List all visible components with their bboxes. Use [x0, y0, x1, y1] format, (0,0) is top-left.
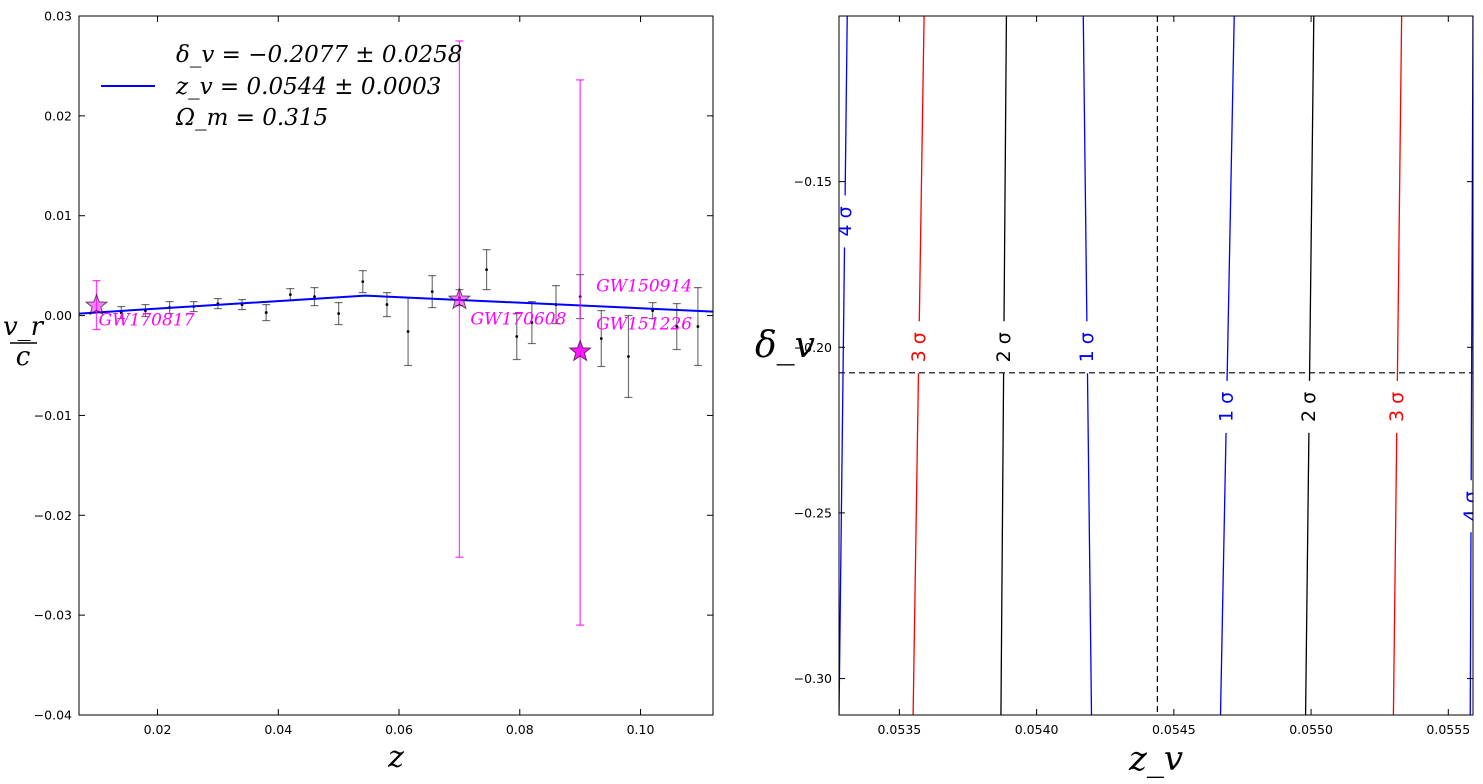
left-legend: δ_v = −0.2077 ± 0.0258 z_v = 0.0544 ± 0.…	[101, 42, 462, 131]
left-axis-ticks: 0.02 0.04 0.06 0.08 0.10 −0.04 −0.03 −0.02 −0.01…	[34, 9, 713, 737]
contour-line	[1226, 16, 1235, 381]
right-plot-frame	[838, 15, 1474, 716]
y-tick-label: −0.25	[794, 505, 832, 520]
contour-line	[1469, 532, 1472, 715]
right-x-axis-label: z_v	[1128, 739, 1183, 779]
contour-line	[1003, 16, 1008, 322]
contour-line	[839, 247, 846, 715]
gw-event-label: GW150914	[596, 277, 692, 297]
data-point	[515, 335, 519, 338]
legend-line-zv: z_v = 0.0544 ± 0.0003	[175, 74, 441, 100]
contour-line	[1219, 432, 1227, 715]
y-tick-label: −0.03	[34, 608, 72, 623]
data-point	[627, 355, 630, 358]
data-point	[288, 293, 292, 297]
data-point	[406, 330, 410, 333]
y-tick-label: −0.02	[34, 508, 72, 523]
contour-sigma-label: 3 σ	[1386, 392, 1408, 422]
contour-sigma-label: 2 σ	[1298, 392, 1320, 422]
data-point	[675, 325, 679, 328]
model-line	[79, 294, 713, 315]
gw-event-label: GW170608	[470, 310, 566, 330]
left-plot-area	[79, 40, 713, 626]
y-tick-label: 0.02	[44, 108, 72, 123]
data-point	[485, 268, 488, 272]
left-y-label-numerator: v_r	[3, 312, 45, 342]
data-point	[430, 290, 434, 294]
contour-sigma-label: 4 σ	[1460, 491, 1482, 521]
data-point	[599, 337, 603, 340]
x-tick-label: 0.0545	[1152, 722, 1196, 737]
left-y-label-denominator: c	[16, 342, 31, 372]
contour-line	[1304, 432, 1310, 715]
x-tick-label: 0.0540	[1015, 722, 1059, 737]
data-point	[264, 311, 268, 314]
contour-sigma-label: 3 σ	[908, 332, 930, 362]
right-y-axis-label: δ_v	[755, 325, 815, 366]
contour-sigma-label: 1 σ	[1216, 392, 1238, 422]
contour-line	[1392, 432, 1398, 715]
left-y-axis-label: v_r c	[3, 312, 45, 372]
gw-event-label: GW151226	[596, 315, 692, 335]
contour-line	[918, 16, 925, 322]
x-tick-label: 0.0550	[1289, 722, 1333, 737]
y-tick-label: −0.01	[34, 408, 72, 423]
data-point	[337, 312, 341, 315]
y-tick-label: 0.03	[44, 9, 72, 24]
y-tick-label: −0.30	[794, 671, 832, 686]
x-tick-label: 0.08	[506, 722, 534, 737]
contour-sigma-label: 1 σ	[1076, 332, 1098, 362]
left-plot-frame	[78, 15, 714, 716]
gw-star-marker	[84, 293, 109, 316]
contour-line	[1396, 16, 1403, 381]
y-tick-label: −0.04	[34, 708, 72, 723]
y-tick-label: 0.01	[44, 208, 72, 223]
left-panel-velocity-plot: 0.02 0.04 0.06 0.08 0.10 −0.04 −0.03 −0.02 −0.01…	[3, 9, 714, 775]
data-point	[313, 295, 316, 298]
contour-line	[844, 16, 848, 196]
x-tick-label: 0.10	[627, 722, 655, 737]
gw-star-marker	[568, 339, 592, 362]
contour-line	[1082, 16, 1088, 322]
x-tick-label: 0.06	[385, 722, 413, 737]
right-axis-ticks: 0.0535 0.0540 0.0545 0.0550 0.0555 −0.15 −0.20…	[794, 16, 1473, 737]
data-point	[651, 309, 655, 312]
left-x-axis-label: z	[387, 740, 404, 775]
contour-sigma-label: 2 σ	[993, 332, 1015, 362]
contour-line	[1000, 373, 1005, 715]
contour-line	[1086, 373, 1093, 715]
legend-line-delta: δ_v = −0.2077 ± 0.0258	[176, 42, 462, 68]
data-point	[361, 280, 365, 284]
y-tick-label: −0.15	[794, 174, 832, 189]
right-plot-area: 1 σ 2 σ 3 σ 4 σ 1 σ 2 σ 3 σ 4 σ	[834, 16, 1482, 715]
contour-line	[912, 373, 920, 715]
contour-line	[1308, 16, 1315, 381]
x-tick-label: 0.02	[144, 722, 172, 737]
x-tick-label: 0.0535	[878, 722, 922, 737]
y-tick-label: −0.20	[794, 340, 832, 355]
y-tick-label: 0.00	[44, 308, 72, 323]
gw-event-label: GW170817	[99, 311, 195, 331]
data-point	[530, 321, 534, 324]
x-tick-label: 0.04	[264, 722, 292, 737]
gw-star-marker	[447, 287, 472, 310]
contour-sigma-label: 4 σ	[834, 206, 856, 236]
data-point	[385, 303, 389, 306]
x-tick-label: 0.0555	[1426, 722, 1470, 737]
data-point	[696, 325, 700, 328]
legend-line-omega: Ω_m = 0.315	[175, 105, 328, 131]
